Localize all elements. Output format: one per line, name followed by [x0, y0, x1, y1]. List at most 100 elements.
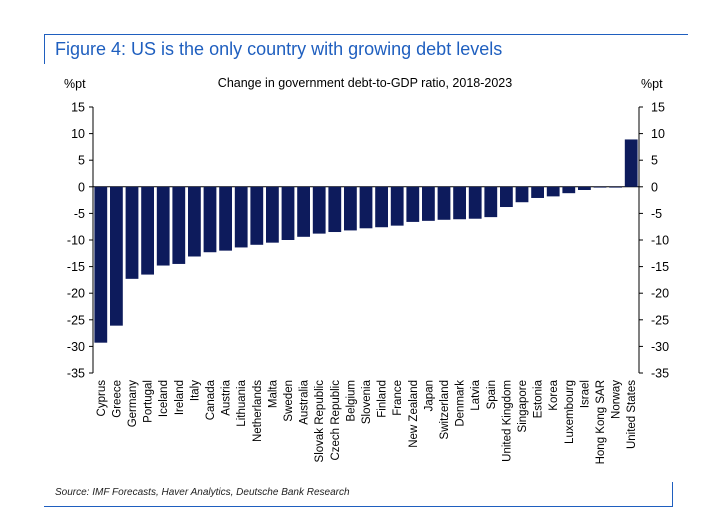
x-category-label: Malta: [267, 379, 279, 408]
y-tick-label-right: 0: [651, 180, 658, 194]
y-tick-label-right: -5: [651, 207, 662, 221]
bar: [375, 186, 388, 228]
y-tick-label-left: 5: [78, 154, 85, 168]
x-category-label: Germany: [127, 380, 139, 428]
x-category-label: United Kingdom: [501, 380, 513, 462]
y-tick-label-right: -10: [651, 234, 669, 248]
x-category-label: Czech Republic: [330, 380, 342, 461]
x-category-label: Iceland: [158, 380, 170, 417]
y-tick-label-left: -20: [67, 287, 85, 301]
x-category-label: Luxembourg: [564, 380, 576, 444]
source-note: Source: IMF Forecasts, Haver Analytics, …: [55, 487, 350, 498]
bar: [578, 186, 591, 190]
y-tick-label-left: -10: [67, 234, 85, 248]
bar: [515, 186, 529, 203]
y-axis-right-label: %pt: [641, 77, 663, 91]
bar: [484, 186, 498, 218]
x-category-label: Austria: [221, 379, 233, 415]
bar: [406, 186, 420, 222]
bar: [546, 186, 560, 197]
bar: [297, 186, 310, 237]
bar: [500, 186, 513, 208]
frame-bottom-border: [44, 506, 673, 507]
x-category-label: Hong Kong SAR: [595, 380, 607, 464]
x-category-label: Singapore: [517, 380, 529, 432]
bar: [266, 186, 279, 243]
y-tick-label-left: 15: [71, 101, 85, 115]
x-category-label: Switzerland: [439, 380, 451, 439]
category-labels: Cyprus Greece Germany Portugal Iceland Irelan…: [96, 379, 638, 464]
bar: [609, 186, 622, 188]
bar: [468, 186, 482, 219]
x-category-label: Denmark: [455, 380, 467, 427]
y-tick-label-right: 5: [651, 154, 658, 168]
bar: [328, 186, 342, 233]
y-tick-label-right: 15: [651, 101, 665, 115]
tick-labels: 15 15 10 10 5 5 0 0 -5 -5 -10 -10 -15 -15 -20 -20 -25 -25…: [67, 101, 669, 381]
bar: [156, 186, 170, 266]
x-category-label: Latvia: [470, 379, 482, 410]
bar: [219, 186, 232, 251]
bar: [422, 186, 435, 221]
bar: [390, 186, 404, 226]
y-tick-label-left: 0: [78, 180, 85, 194]
bar: [312, 186, 326, 234]
y-tick-label-left: -15: [67, 260, 85, 274]
x-category-label: Netherlands: [252, 380, 264, 442]
frame-right-border: [672, 482, 673, 506]
bar: [203, 186, 217, 253]
x-category-label: United States: [626, 380, 638, 449]
y-tick-label-right: -15: [651, 260, 669, 274]
y-tick-label-right: -35: [651, 367, 669, 381]
x-category-label: Italy: [189, 380, 201, 401]
x-category-label: Cyprus: [96, 380, 108, 417]
y-tick-label-left: -30: [67, 340, 85, 354]
x-category-label: Portugal: [143, 380, 155, 423]
bar: [453, 186, 466, 220]
bar: [172, 186, 186, 264]
bar: [141, 186, 154, 275]
bar: [188, 186, 201, 257]
bar: [562, 186, 576, 194]
x-category-label: Sweden: [283, 380, 295, 422]
bar: [344, 186, 357, 231]
x-category-label: Finland: [377, 380, 389, 418]
x-category-label: Belgium: [345, 380, 357, 422]
x-category-label: France: [392, 380, 404, 416]
y-tick-label-right: 10: [651, 127, 665, 141]
y-axis-left-label: %pt: [64, 77, 86, 91]
x-category-label: Japan: [423, 380, 435, 411]
y-tick-label-left: -25: [67, 313, 85, 327]
bar: [437, 186, 451, 220]
x-category-label: Spain: [486, 380, 498, 409]
x-category-label: Estonia: [533, 379, 545, 418]
x-category-label: Australia: [299, 379, 311, 424]
y-tick-label-left: 10: [71, 127, 85, 141]
bar: [234, 186, 248, 248]
bar: [110, 186, 123, 326]
bar: [624, 139, 638, 187]
bars: [94, 139, 638, 343]
x-category-label: Slovenia: [361, 379, 373, 424]
bar: [125, 186, 139, 279]
x-category-label: Greece: [111, 380, 123, 418]
y-tick-label-left: -35: [67, 367, 85, 381]
bar: [250, 186, 264, 245]
bar: [359, 186, 373, 229]
y-tick-label-right: -25: [651, 313, 669, 327]
bar: [94, 186, 108, 343]
frame-left-border: [44, 34, 45, 64]
bar: [531, 186, 544, 198]
x-category-label: Lithuania: [236, 379, 248, 426]
x-category-label: Korea: [548, 379, 560, 410]
x-category-label: Ireland: [174, 380, 186, 415]
bar: [593, 186, 607, 188]
x-category-label: Canada: [205, 379, 217, 420]
axes: [89, 106, 643, 374]
x-category-label: Israel: [579, 380, 591, 408]
bar: [281, 186, 295, 240]
x-category-label: New Zealand: [408, 380, 420, 448]
frame-top-border: [44, 34, 688, 35]
chart-title: Change in government debt-to-GDP ratio, …: [218, 76, 512, 90]
